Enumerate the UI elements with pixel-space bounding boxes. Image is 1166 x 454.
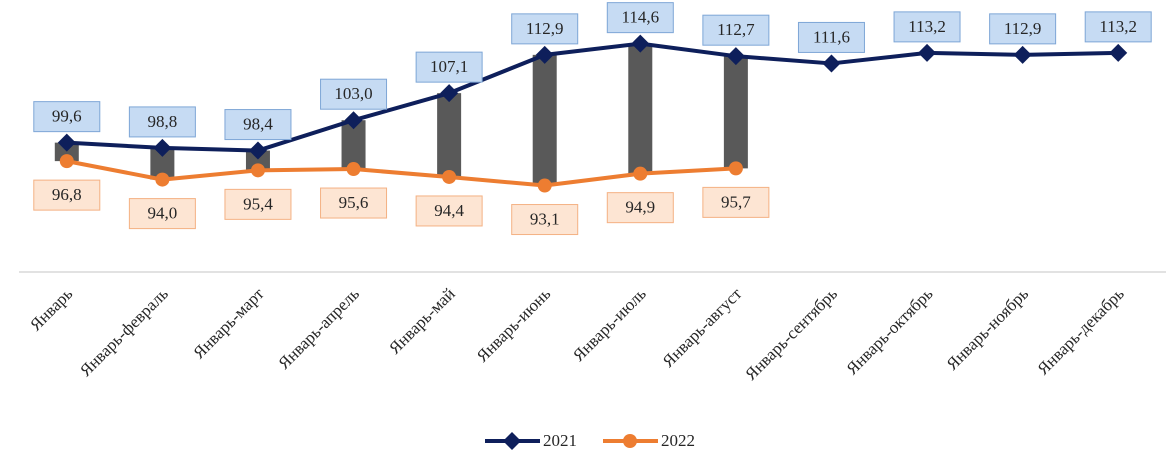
up-down-bar: [54, 142, 79, 162]
value-label-box: [128, 198, 196, 230]
marker: [250, 163, 265, 178]
marker: [1109, 43, 1128, 62]
x-tick-label: Январь-ноябрь: [943, 284, 1033, 374]
marker: [728, 161, 743, 176]
up-down-bar: [532, 54, 557, 186]
x-tick-label: Январь-октябрь: [842, 284, 936, 378]
marker: [631, 34, 650, 53]
value-label-box: [224, 109, 292, 141]
value-label: 114,6: [621, 8, 659, 27]
value-label-box: [606, 2, 674, 34]
up-down-bar: [628, 43, 653, 174]
marker: [153, 138, 172, 157]
value-label-box: [702, 186, 770, 218]
value-label: 113,2: [1099, 17, 1137, 36]
marker: [59, 154, 74, 169]
x-tick-label: Январь-май: [385, 284, 459, 358]
value-label: 112,9: [526, 19, 564, 38]
legend-label: 2021: [543, 431, 577, 450]
marker: [442, 169, 457, 184]
value-label: 112,9: [1004, 19, 1042, 38]
marker: [248, 141, 267, 160]
value-label: 113,2: [908, 17, 946, 36]
marker: [57, 133, 76, 152]
value-label: 93,1: [530, 209, 560, 228]
value-label-box: [33, 179, 101, 211]
x-tick-label: Январь-июнь: [473, 284, 555, 366]
value-label: 94,4: [434, 201, 464, 220]
x-tick-label: Январь-февраль: [76, 284, 172, 380]
x-tick-label: Январь-август: [659, 284, 746, 371]
marker: [535, 45, 554, 64]
marker: [918, 43, 937, 62]
value-label-box: [320, 78, 388, 110]
value-label-box: [893, 11, 961, 43]
value-label: 95,4: [243, 194, 273, 213]
value-label: 94,9: [625, 198, 655, 217]
x-tick-label: Январь-апрель: [274, 284, 363, 373]
value-label-box: [989, 13, 1057, 45]
up-down-bar: [437, 93, 462, 177]
up-down-bar: [245, 150, 270, 171]
value-label-box: [797, 21, 865, 53]
value-label-box: [1084, 11, 1152, 43]
value-label: 95,7: [721, 192, 751, 211]
value-label: 95,6: [339, 193, 369, 212]
legend-marker: [623, 434, 637, 448]
x-tick-label: Январь-декабрь: [1034, 284, 1128, 378]
value-label: 94,0: [148, 204, 178, 223]
value-label-box: [415, 51, 483, 83]
value-label-box: [511, 204, 579, 236]
marker: [726, 47, 745, 66]
marker: [1013, 45, 1032, 64]
marker: [440, 84, 459, 103]
value-label: 111,6: [813, 27, 850, 46]
value-label: 107,1: [430, 57, 468, 76]
series-line: [66, 41, 1119, 153]
value-label: 112,7: [717, 20, 755, 39]
x-tick-label: Январь-март: [189, 284, 268, 363]
value-label: 98,8: [148, 112, 178, 131]
series-line: [66, 159, 736, 188]
value-label-box: [702, 14, 770, 46]
x-tick-label: Январь-июль: [569, 284, 650, 365]
value-label-box: [511, 13, 579, 45]
marker: [633, 166, 648, 181]
value-label-box: [33, 101, 101, 133]
up-down-bar: [723, 56, 748, 169]
x-tick-label: Январь-сентябрь: [741, 284, 841, 384]
marker: [822, 54, 841, 73]
legend-label: 2022: [661, 431, 695, 450]
value-label-box: [224, 188, 292, 220]
value-label-box: [128, 106, 196, 138]
value-label-box: [320, 187, 388, 219]
marker: [537, 178, 552, 193]
value-label: 96,8: [52, 185, 82, 204]
marker: [344, 111, 363, 130]
legend-marker: [503, 432, 521, 450]
value-label: 98,4: [243, 114, 273, 133]
marker: [346, 162, 361, 177]
value-label-box: [415, 195, 483, 227]
value-label: 99,6: [52, 107, 82, 126]
marker: [155, 172, 170, 187]
value-label-box: [606, 192, 674, 224]
value-label: 103,0: [334, 84, 372, 103]
x-tick-label: Январь: [26, 284, 76, 334]
